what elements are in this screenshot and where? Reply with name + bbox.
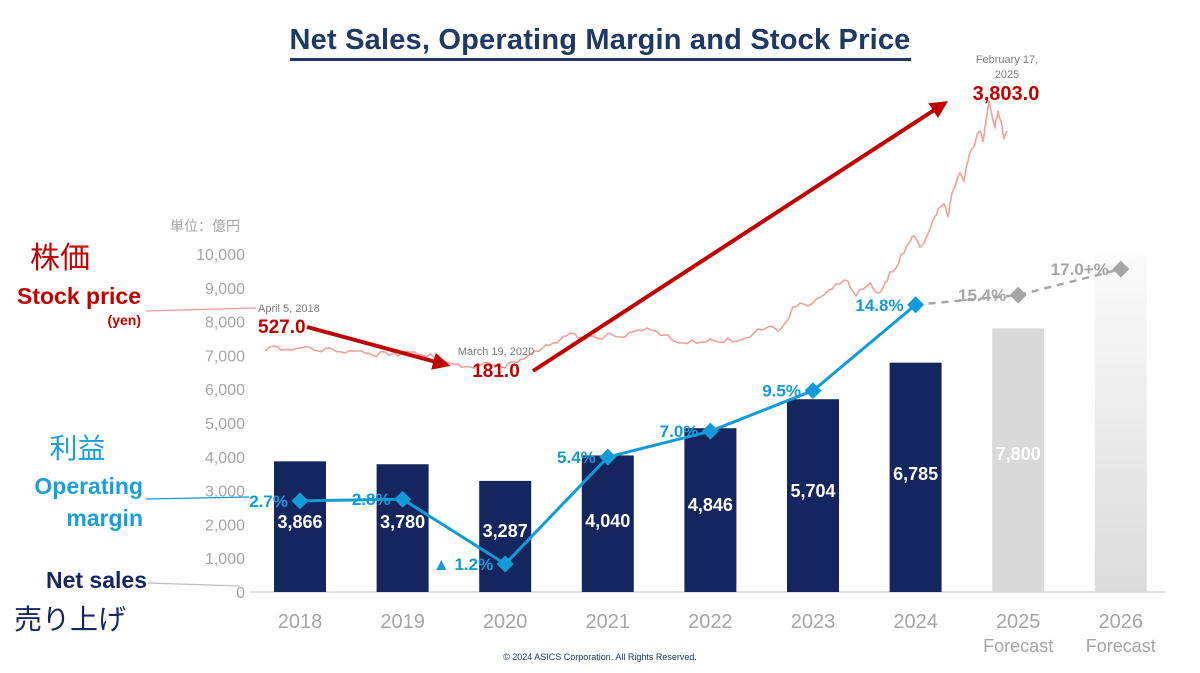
y-axis-tick-label: 7,000 (205, 348, 245, 365)
net-sales-bar-2023 (787, 399, 839, 592)
margin-value-label: 17.0+% (1051, 260, 1109, 279)
x-axis-year-label: 2025 (996, 611, 1041, 633)
x-axis-year-label: 2024 (893, 611, 938, 633)
net-sales-label-en: Net sales (45, 567, 147, 593)
stock-annotation-value: 527.0 (258, 317, 306, 338)
stock-price-leader-line (145, 307, 257, 312)
y-axis-tick-label: 3,000 (205, 484, 245, 501)
operating-margin-forecast-line (915, 267, 1122, 307)
y-axis-tick-label: 8,000 (205, 315, 245, 332)
bar-value-label: 7,800 (996, 444, 1041, 464)
bar-value-label: 3,866 (277, 512, 322, 532)
y-axis-tick-label: 1,000 (205, 551, 245, 568)
x-axis-year-label: 2018 (278, 611, 323, 633)
net-sales-bar-2020 (479, 480, 532, 592)
bar-value-label: 3,780 (380, 512, 425, 532)
stock-annotation-date: March 19, 2020 (458, 346, 534, 358)
forecast-bar-2025 (992, 328, 1045, 592)
x-axis-year-label: 2019 (380, 611, 425, 633)
operating-margin-label-en-line1: Operating (34, 473, 143, 499)
y-axis-tick-label: 6,000 (205, 382, 245, 399)
margin-value-label: 2.8% (352, 490, 391, 509)
x-axis-forecast-sublabel: Forecast (983, 636, 1053, 656)
operating-margin-label-jp: 利益 (49, 433, 106, 464)
y-axis-tick-label: 10,000 (196, 247, 245, 264)
margin-marker (394, 490, 412, 508)
margin-value-label: 15.4% (958, 286, 1006, 305)
margin-marker (701, 422, 719, 440)
stock-annotation-date: April 5, 2018 (258, 303, 320, 315)
margin-marker (804, 382, 822, 400)
operating-margin-leader-line (145, 496, 250, 500)
stock-annotation-value: 3,803.0 (973, 83, 1040, 105)
bar-value-label: 3,287 (483, 521, 528, 541)
margin-value-label: 14.8% (855, 296, 903, 315)
bar-value-label: 6,785 (893, 464, 938, 484)
margin-value-label: 2.7% (249, 492, 288, 511)
margin-value-label: 5.4% (557, 448, 596, 467)
forecast-margin-marker (1112, 260, 1130, 278)
uptrend-arrow (531, 101, 948, 373)
bar-value-label: 5,704 (790, 481, 835, 501)
net-sales-bar-2021 (581, 455, 634, 592)
stock-price-line (264, 99, 1008, 370)
net-sales-bar-2018 (274, 461, 326, 592)
margin-marker (599, 448, 617, 466)
x-axis-year-label: 2026 (1099, 611, 1144, 633)
x-axis-year-label: 2021 (586, 611, 631, 633)
copyright-footer: © 2024 ASICS Corporation. All Rights Res… (503, 652, 697, 662)
bar-value-label: 4,040 (585, 511, 630, 531)
net-sales-bar-2019 (376, 464, 429, 592)
bar-value-label: 4,846 (688, 495, 733, 515)
stock-annotation-date: 2025 (995, 69, 1019, 81)
stock-price-label-en: Stock price (17, 283, 141, 309)
y-axis-tick-label: 9,000 (205, 281, 245, 298)
margin-marker (291, 492, 309, 510)
net-sales-leader-line (147, 582, 241, 587)
stock-annotation-date: February 17, (976, 54, 1038, 66)
downtrend-arrow (306, 325, 451, 370)
chart-title: Net Sales, Operating Margin and Stock Pr… (0, 24, 1200, 61)
margin-value-label: 9.5% (762, 382, 801, 401)
margin-marker (496, 555, 514, 573)
x-axis-year-label: 2023 (791, 611, 836, 633)
stock-annotation-value: 181.0 (472, 361, 520, 382)
margin-marker (907, 296, 925, 314)
y-axis-tick-label: 5,000 (205, 416, 245, 433)
unit-label: 単位：億円 (170, 218, 240, 234)
stock-price-label-jp: 株価 (30, 242, 90, 275)
x-axis-forecast-sublabel: Forecast (1086, 636, 1156, 656)
stock-price-unit-label: (yen) (107, 312, 141, 328)
margin-value-label: 7.0% (660, 422, 699, 441)
margin-value-label: ▲ 1.2% (433, 555, 493, 574)
net-sales-bar-2022 (684, 428, 737, 592)
forecast-bar-2026 (1094, 255, 1147, 592)
net-sales-bar-2024 (889, 362, 942, 592)
net-sales-label-jp: 売り上げ (13, 604, 126, 635)
operating-margin-label-en-line2: margin (66, 505, 143, 531)
x-axis-year-label: 2022 (688, 611, 733, 633)
y-axis-tick-label: 4,000 (205, 450, 245, 467)
y-axis-tick-label: 0 (236, 585, 245, 602)
y-axis-tick-label: 2,000 (205, 517, 245, 534)
x-axis-year-label: 2020 (483, 611, 528, 633)
forecast-margin-marker (1009, 286, 1027, 304)
